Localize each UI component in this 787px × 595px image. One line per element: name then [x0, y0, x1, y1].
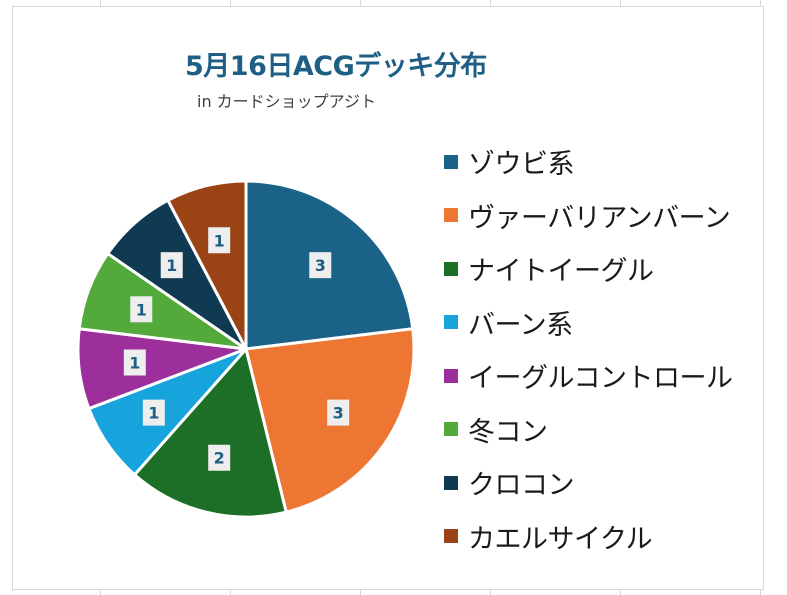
legend-swatch-1 [444, 154, 458, 169]
pie-slice-3[interactable] [132, 345, 289, 519]
legend-swatch-7 [444, 475, 458, 490]
legend-label-6: 冬コン [468, 416, 548, 448]
legend-item-5[interactable]: イーグルコントロール [444, 349, 764, 403]
legend-swatch-2 [444, 208, 458, 223]
legend-item-2[interactable]: ヴァーバリアンバーン [444, 189, 764, 243]
legend-label-2: ヴァーバリアンバーン [468, 202, 731, 234]
svg-text:2: 2 [214, 449, 225, 468]
legend-swatch-4 [444, 315, 458, 330]
legend-swatch-8 [444, 529, 458, 544]
data-label-4: 1 [142, 399, 165, 426]
legend-label-4: バーン系 [468, 309, 573, 341]
svg-text:1: 1 [214, 231, 225, 250]
legend-label-8: カエルサイクル [468, 523, 653, 555]
legend-item-7[interactable]: クロコン [444, 456, 764, 510]
chart-legend: ゾウビ系ヴァーバリアンバーン ナイトイーグル バーン系イーグルコントロール 冬コンクロ… [444, 135, 764, 563]
svg-text:1: 1 [148, 404, 159, 423]
legend-label-5: イーグルコントロール [468, 363, 733, 395]
legend-swatch-6 [444, 422, 458, 437]
legend-swatch-3 [444, 261, 458, 276]
data-label-5: 1 [123, 349, 146, 376]
data-label-2: 3 [327, 399, 350, 426]
svg-text:1: 1 [166, 256, 177, 275]
legend-item-4[interactable]: バーン系 [444, 296, 764, 350]
chart-title: 5月16日ACGデッキ分布 [185, 51, 487, 82]
legend-item-1[interactable]: ゾウビ系 [444, 135, 764, 189]
data-label-6: 1 [130, 296, 153, 323]
data-label-7: 1 [160, 252, 183, 279]
legend-item-3[interactable]: ナイトイーグル [444, 242, 764, 296]
data-label-1: 3 [309, 252, 332, 279]
legend-label-3: ナイトイーグル [468, 256, 654, 288]
svg-text:1: 1 [136, 300, 147, 319]
legend-label-1: ゾウビ系 [468, 149, 575, 181]
legend-label-7: クロコン [468, 470, 575, 502]
data-label-3: 2 [208, 444, 231, 471]
svg-text:1: 1 [129, 354, 140, 373]
legend-item-8[interactable]: カエルサイクル [444, 510, 764, 564]
legend-swatch-5 [444, 368, 458, 383]
pie-slice-8[interactable] [165, 179, 248, 350]
svg-text:3: 3 [315, 256, 326, 275]
chart-subtitle: in カードショップアジト [197, 92, 377, 111]
legend-item-6[interactable]: 冬コン [444, 403, 764, 457]
svg-text:3: 3 [333, 404, 344, 423]
data-label-8: 1 [208, 227, 231, 254]
